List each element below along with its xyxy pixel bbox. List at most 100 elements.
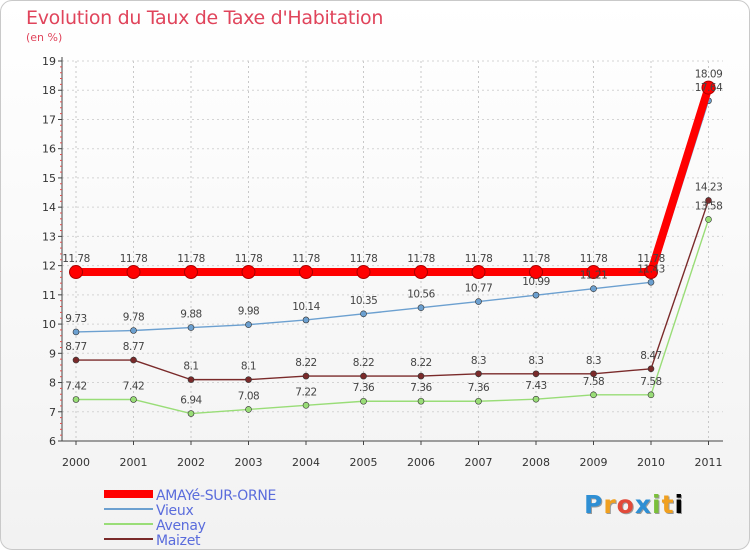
x-tick-label: 2011 xyxy=(695,456,723,469)
data-label: 11.78 xyxy=(522,253,550,265)
data-label: 8.3 xyxy=(471,355,486,367)
data-point xyxy=(241,265,256,280)
data-label: 8.77 xyxy=(65,341,86,353)
data-label: 9.88 xyxy=(180,309,201,321)
data-point xyxy=(529,265,543,280)
data-label: 11.78 xyxy=(292,253,320,265)
data-label: 11.78 xyxy=(235,253,263,265)
data-point xyxy=(360,372,367,380)
data-point xyxy=(72,396,80,403)
data-label: 11.78 xyxy=(177,253,205,265)
data-label: 7.22 xyxy=(295,386,316,398)
data-point xyxy=(302,372,310,380)
data-label: 8.22 xyxy=(353,357,374,369)
data-point xyxy=(417,372,425,380)
data-point xyxy=(184,265,198,280)
data-label: 8.22 xyxy=(295,357,316,369)
x-tick-label: 2008 xyxy=(522,456,550,469)
data-point xyxy=(245,321,252,328)
data-label: 11.78 xyxy=(350,253,378,265)
data-label: 11.78 xyxy=(62,253,90,265)
data-point xyxy=(245,406,252,413)
x-tick-label: 2003 xyxy=(235,456,263,469)
y-tick-label: 11 xyxy=(42,289,56,302)
data-point xyxy=(130,356,137,364)
data-point xyxy=(590,391,597,399)
y-tick-label: 19 xyxy=(42,55,56,68)
data-label: 11.43 xyxy=(637,263,665,275)
data-label: 7.43 xyxy=(525,380,546,392)
data-label: 11.78 xyxy=(465,253,493,265)
x-tick-label: 2005 xyxy=(350,456,378,469)
data-point xyxy=(705,197,712,204)
data-label: 7.42 xyxy=(123,380,144,392)
series-line-vieux xyxy=(75,100,710,333)
data-label: 7.36 xyxy=(353,382,375,394)
data-point xyxy=(532,291,540,299)
data-point xyxy=(126,265,141,280)
x-tick-label: 2001 xyxy=(120,456,148,469)
y-tick-label: 10 xyxy=(42,318,56,331)
legend-label-avenay: Avenay xyxy=(156,518,206,534)
data-point xyxy=(245,376,252,383)
data-label: 7.58 xyxy=(640,376,661,388)
y-tick-label: 8 xyxy=(49,377,56,390)
y-tick-label: 15 xyxy=(42,172,56,185)
data-label: 10.35 xyxy=(350,295,378,307)
data-label: 11.21 xyxy=(580,270,608,282)
data-label: 18.09 xyxy=(695,69,723,81)
data-point xyxy=(647,365,655,373)
data-point xyxy=(647,278,655,286)
data-label: 10.56 xyxy=(407,289,435,301)
data-point xyxy=(647,391,655,399)
data-label: 11.78 xyxy=(120,253,148,265)
data-label: 9.78 xyxy=(123,312,144,324)
series-line-maizet xyxy=(76,200,710,381)
chart-title: Evolution du Taux de Taxe d'Habitation xyxy=(26,7,384,29)
data-point xyxy=(590,370,597,378)
y-tick-label: 13 xyxy=(42,230,56,243)
data-label: 6.94 xyxy=(180,395,202,407)
legend-label-vieux: Vieux xyxy=(156,503,193,519)
data-label: 10.14 xyxy=(292,301,320,313)
y-tick-label: 6 xyxy=(49,435,56,448)
y-tick-label: 7 xyxy=(49,406,56,419)
data-label: 8.1 xyxy=(183,361,198,373)
x-tick-label: 2004 xyxy=(292,456,320,469)
data-label: 11.78 xyxy=(637,253,665,265)
data-label: 10.99 xyxy=(522,276,550,288)
data-point xyxy=(187,324,195,331)
data-point xyxy=(701,80,716,95)
data-label: 10.77 xyxy=(465,283,493,295)
legend-label-amayé-sur-orne: AMAYé-SUR-ORNE xyxy=(156,488,276,504)
data-point xyxy=(532,370,540,378)
data-point xyxy=(532,395,540,403)
data-label: 11.78 xyxy=(580,253,608,265)
data-point xyxy=(417,304,425,312)
data-point xyxy=(586,265,601,280)
data-point xyxy=(590,285,597,293)
data-label: 8.3 xyxy=(586,355,601,367)
data-point xyxy=(475,397,482,405)
y-tick-label: 18 xyxy=(42,84,56,97)
legend-label-maizet: Maizet xyxy=(156,533,201,549)
y-tick-label: 9 xyxy=(49,347,56,360)
data-point xyxy=(72,356,80,364)
data-point xyxy=(302,316,310,324)
x-tick-label: 2002 xyxy=(177,456,205,469)
data-point xyxy=(356,265,371,280)
proxiti-logo: Proxiti xyxy=(584,490,685,519)
data-label: 14.23 xyxy=(695,181,723,193)
data-point xyxy=(187,410,195,417)
x-tick-label: 2010 xyxy=(637,456,665,469)
data-point xyxy=(414,265,428,280)
data-point xyxy=(72,328,80,336)
data-point xyxy=(302,402,310,409)
data-point xyxy=(644,265,658,280)
data-label: 11.78 xyxy=(407,253,435,265)
data-point xyxy=(471,265,486,280)
data-point xyxy=(475,298,482,305)
series-line-amayé-sur-orne xyxy=(76,86,713,277)
